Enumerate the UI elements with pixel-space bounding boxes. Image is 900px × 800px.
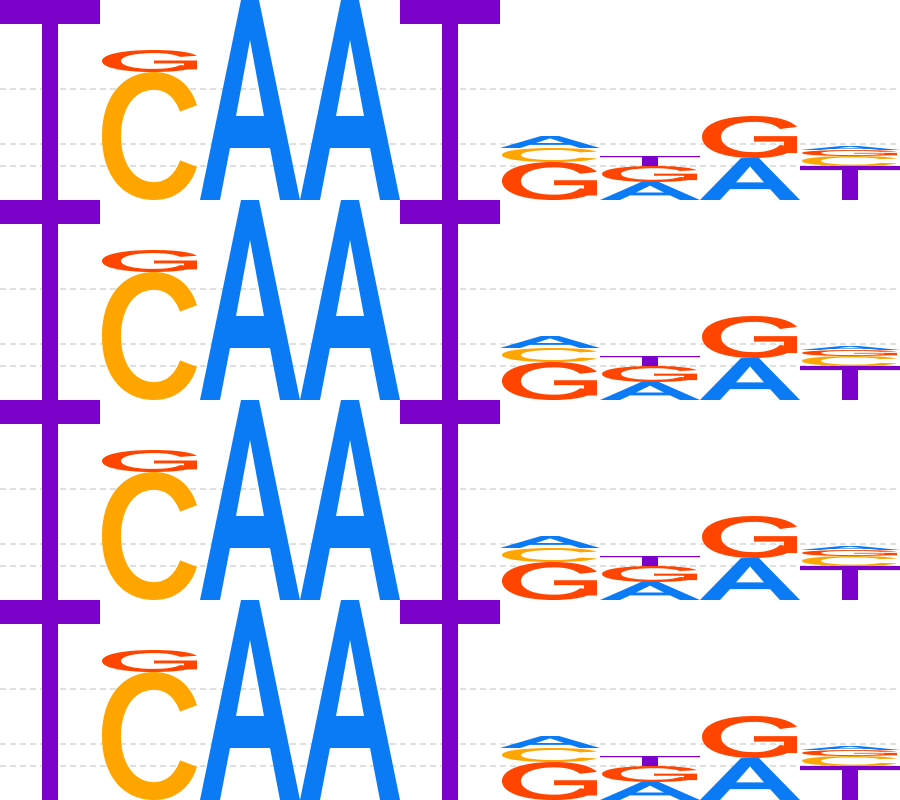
letter-a [800, 546, 900, 550]
letter-t [400, 400, 500, 600]
letter-t [0, 0, 100, 200]
letter-c [502, 548, 597, 562]
letter-t [800, 366, 900, 400]
letter-a [700, 158, 800, 200]
letter-g [602, 766, 697, 782]
letter-g [802, 150, 897, 156]
letter-g [602, 166, 697, 182]
letter-a [200, 0, 300, 200]
letter-c [502, 748, 597, 762]
letter-g [602, 366, 697, 382]
letter-c [802, 156, 897, 166]
letter-t [800, 566, 900, 600]
letter-t [0, 600, 100, 800]
letter-c [502, 148, 597, 162]
letter-c [102, 672, 197, 800]
letter-g [802, 750, 897, 756]
letter-g [502, 762, 597, 800]
letter-a [600, 782, 700, 800]
letter-t [400, 200, 500, 400]
letter-g [702, 516, 797, 558]
letter-t [600, 556, 700, 566]
letter-g [102, 650, 197, 672]
letter-g [602, 566, 697, 582]
letter-t [600, 356, 700, 366]
letter-c [802, 756, 897, 766]
letter-g [702, 116, 797, 158]
letter-a [200, 400, 300, 600]
letter-a [800, 146, 900, 150]
letter-t [800, 766, 900, 800]
letter-a [700, 558, 800, 600]
letter-t [0, 400, 100, 600]
letter-g [502, 362, 597, 400]
letter-a [200, 200, 300, 400]
letter-c [102, 272, 197, 400]
letter-a [500, 736, 600, 748]
letter-t [600, 756, 700, 766]
letter-a [300, 200, 400, 400]
letter-t [800, 166, 900, 200]
letter-a [500, 136, 600, 148]
letter-g [502, 162, 597, 200]
letter-c [802, 356, 897, 366]
letter-g [702, 716, 797, 758]
letter-a [500, 336, 600, 348]
letter-a [600, 382, 700, 400]
letter-a [800, 346, 900, 350]
letter-c [502, 348, 597, 362]
letter-c [102, 72, 197, 200]
letter-g [102, 250, 197, 272]
letter-a [200, 600, 300, 800]
letter-a [300, 400, 400, 600]
letter-c [802, 556, 897, 566]
letter-a [700, 758, 800, 800]
letter-g [102, 50, 197, 72]
letter-a [300, 0, 400, 200]
letter-a [600, 182, 700, 200]
letter-c [102, 472, 197, 600]
letter-t [400, 600, 500, 800]
letter-t [0, 200, 100, 400]
letter-g [502, 562, 597, 600]
letter-a [500, 536, 600, 548]
letter-a [600, 582, 700, 600]
letter-g [702, 316, 797, 358]
letter-g [802, 550, 897, 556]
letter-a [700, 358, 800, 400]
letter-t [600, 156, 700, 166]
letter-g [802, 350, 897, 356]
letter-g [102, 450, 197, 472]
letter-a [800, 746, 900, 750]
letter-a [300, 600, 400, 800]
letter-t [400, 0, 500, 200]
